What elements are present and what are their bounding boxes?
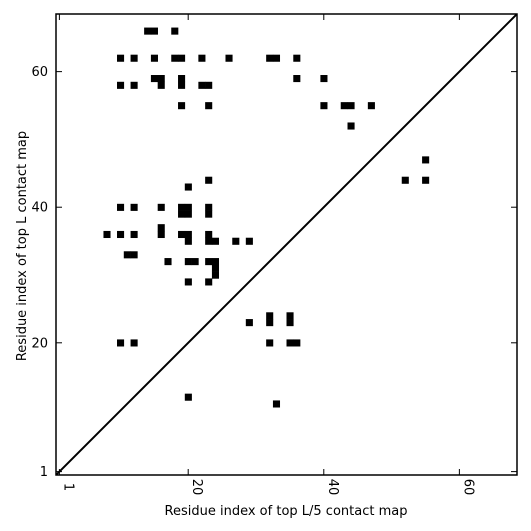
contact-cell: [293, 339, 301, 347]
contact-cell: [232, 237, 240, 245]
contact-cell: [286, 312, 294, 320]
x-tick-label: 20: [189, 479, 204, 496]
contact-cell: [184, 210, 192, 218]
contact-cell: [266, 319, 274, 327]
contact-cell: [272, 54, 281, 62]
contact-cell: [293, 54, 301, 62]
contact-cell: [225, 54, 233, 62]
contact-cell: [157, 224, 165, 232]
contact-cell: [178, 102, 186, 110]
contact-cell: [117, 81, 125, 89]
contact-cell: [198, 81, 206, 89]
contact-cell: [401, 176, 409, 184]
contact-cell: [164, 258, 172, 266]
contact-cell: [150, 27, 158, 35]
contact-cell: [205, 237, 213, 245]
axis-ticks: 1 20 40 60 1 20 40 60: [31, 14, 517, 495]
contact-cell: [205, 258, 213, 266]
contact-cell: [130, 203, 138, 211]
x-tick-label: 40: [325, 479, 340, 496]
y-tick-label: 40: [31, 201, 48, 216]
contact-cell: [130, 339, 138, 347]
contact-cell: [245, 319, 253, 327]
contact-cell: [178, 210, 186, 218]
contact-cell: [286, 339, 294, 347]
contact-cell: [130, 251, 138, 259]
contact-cell: [367, 102, 375, 110]
contact-cell: [117, 54, 125, 62]
contact-cell: [171, 54, 179, 62]
contact-cell: [171, 27, 179, 35]
contact-cell: [320, 102, 328, 110]
contact-cell: [286, 319, 294, 327]
contact-cell: [266, 339, 274, 347]
contact-cell: [157, 203, 165, 211]
contact-cells: [103, 27, 430, 408]
contact-cell: [150, 75, 158, 83]
contact-cell: [205, 230, 213, 239]
contact-cell: [130, 230, 138, 239]
contact-cell: [157, 75, 165, 83]
contact-cell: [205, 278, 213, 286]
contact-cell: [205, 176, 213, 184]
contact-cell: [178, 75, 186, 83]
contact-cell: [184, 230, 192, 239]
x-tick-label: 1: [60, 483, 75, 491]
contact-cell: [103, 230, 111, 239]
contact-cell: [184, 183, 192, 191]
plot-frame: [55, 13, 518, 476]
y-tick-label: 60: [31, 65, 48, 80]
x-axis-label: Residue index of top L/5 contact map: [165, 504, 408, 519]
contact-cell: [117, 203, 125, 211]
contact-cell: [347, 122, 355, 130]
contact-cell: [144, 27, 152, 35]
diagonal-line: [56, 14, 517, 475]
y-axis-label: Residue index of top L contact map: [15, 131, 30, 361]
contact-cell: [123, 251, 131, 259]
contact-cell: [117, 339, 125, 347]
contact-cell: [184, 258, 192, 266]
contact-cell: [130, 81, 138, 89]
contact-cell: [347, 102, 355, 110]
contact-cell: [191, 258, 199, 266]
contact-cell: [422, 176, 430, 184]
contact-cell: [272, 400, 281, 408]
contact-cell: [205, 102, 213, 110]
contact-cell: [211, 237, 220, 245]
contact-cell: [157, 230, 165, 239]
x-tick-label: 60: [460, 479, 475, 496]
contact-cell: [266, 54, 274, 62]
contact-cell: [340, 102, 348, 110]
contact-cell: [184, 278, 192, 286]
contact-cell: [184, 203, 192, 211]
y-tick-label: 20: [31, 336, 48, 351]
contact-cell: [150, 54, 158, 62]
contact-cell: [178, 230, 186, 239]
contact-cell: [178, 81, 186, 89]
contact-cell: [117, 230, 125, 239]
contact-cell: [178, 54, 186, 62]
contact-cell: [205, 203, 213, 211]
contact-cell: [184, 237, 192, 245]
contact-cell: [157, 81, 165, 89]
contact-cell: [266, 312, 274, 320]
contact-cell: [205, 210, 213, 218]
contact-cell: [211, 264, 220, 272]
contact-cell: [320, 75, 328, 83]
contact-cell: [198, 54, 206, 62]
contact-cell: [293, 75, 301, 83]
contact-cell: [211, 258, 220, 266]
contact-cell: [205, 81, 213, 89]
contact-cell: [130, 54, 138, 62]
contact-cell: [422, 156, 430, 164]
contact-cell: [184, 393, 192, 401]
contact-cell: [245, 237, 253, 245]
contact-cell: [211, 271, 220, 279]
y-tick-label: 1: [40, 465, 48, 480]
contact-cell: [178, 203, 186, 211]
